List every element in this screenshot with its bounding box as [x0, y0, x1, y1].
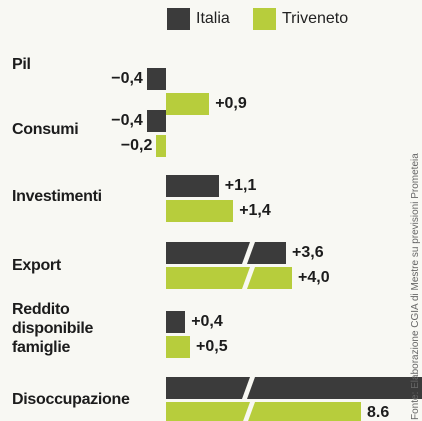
value-label: −0,4: [111, 112, 143, 129]
value-label: −0,2: [120, 137, 153, 154]
category-label: Consumi: [12, 121, 79, 138]
legend-swatch: [253, 8, 276, 30]
bar: [156, 135, 166, 157]
category-label: Disoccupazione: [12, 391, 130, 408]
value-label: +1,4: [239, 202, 271, 219]
category-label: Reddito disponibile famiglie: [12, 301, 94, 356]
bar: [146, 110, 166, 132]
bar: [166, 242, 286, 264]
source-note: Fonte: Elaborazione CGIA di Mestre su pr…: [410, 153, 421, 420]
category-label: Pil: [12, 56, 31, 73]
category-label: Investimenti: [12, 188, 102, 205]
value-label: 8.6: [367, 404, 390, 421]
bar: [166, 377, 422, 399]
legend-label: Italia: [196, 10, 230, 27]
legend-label: Triveneto: [282, 10, 349, 27]
legend-swatch: [167, 8, 190, 30]
value-label: +0,4: [191, 313, 223, 330]
category-label: Export: [12, 257, 61, 274]
bar: [166, 93, 210, 115]
bar: [166, 336, 190, 358]
bar: [166, 200, 234, 222]
value-label: +0,9: [215, 95, 247, 112]
bar: [166, 175, 219, 197]
bar: [166, 267, 292, 289]
bar: [166, 402, 361, 421]
value-label: −0,4: [111, 70, 143, 87]
bar: [146, 68, 166, 90]
value-label: +4,0: [298, 269, 330, 286]
value-label: +3,6: [292, 244, 324, 261]
value-label: +0,5: [196, 338, 228, 355]
value-label: +1,1: [224, 177, 257, 194]
bar: [166, 311, 186, 333]
